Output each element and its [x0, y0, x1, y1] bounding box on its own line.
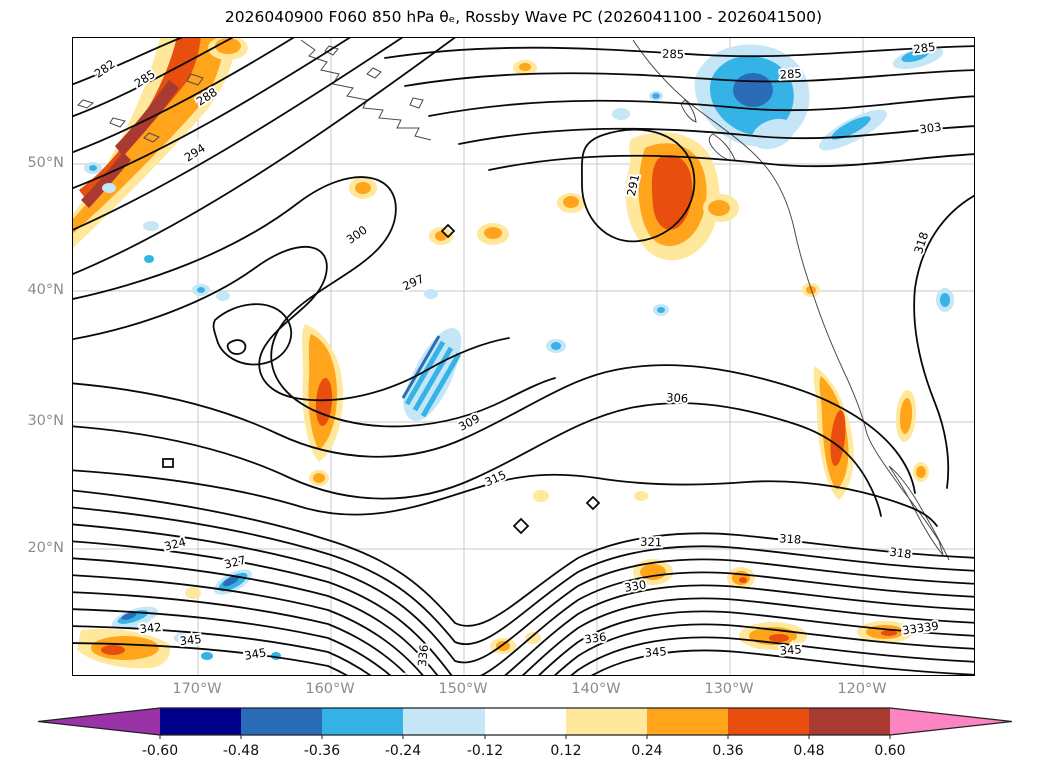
x-tick-label: 170°W	[172, 681, 222, 697]
contour-label: 309	[456, 411, 482, 434]
contour-label: 345	[179, 632, 202, 648]
colorbar-extend-left-arrow	[38, 708, 160, 735]
colorbar-tick-label: -0.36	[304, 743, 340, 759]
x-tick-label: 150°W	[438, 681, 488, 697]
contour-label: 303	[919, 120, 943, 137]
colorbar-segment	[485, 708, 566, 735]
contour-label: 291	[624, 173, 642, 197]
colorbar-segment	[728, 708, 809, 735]
map-plot-area: 282 285 288 294 285 285 285 303 291 300 …	[72, 37, 975, 676]
contour-label: 9	[400, 673, 415, 675]
contour-label: 315	[482, 467, 508, 489]
contour-label: 318	[889, 545, 912, 562]
colorbar-tick-label: -0.24	[385, 743, 421, 759]
colorbar-tick-label: 0.48	[793, 743, 824, 759]
colorbar-extend-right-arrow	[890, 708, 1012, 735]
theta-e-contours	[73, 38, 974, 675]
colorbar-segment	[809, 708, 890, 735]
y-tick-label: 20°N	[27, 540, 64, 556]
colorbar-tick-label: 0.24	[631, 743, 662, 759]
y-tick-label: 30°N	[27, 413, 64, 429]
rossby-pc-shading	[73, 38, 954, 669]
contour-label: 318	[779, 531, 802, 546]
figure-title: 2026040900 F060 850 hPa θₑ, Rossby Wave …	[224, 8, 823, 26]
contour-label: 324	[163, 535, 188, 554]
colorbar-segment	[322, 708, 403, 735]
coastline	[77, 39, 950, 561]
x-tick-label: 140°W	[571, 681, 621, 697]
colorbar-tick-label: -0.48	[223, 743, 259, 759]
contour-label: 318	[911, 230, 931, 255]
contour-label: 33339	[901, 619, 939, 638]
colorbar-tick-label: 0.36	[712, 743, 743, 759]
y-tick-label: 40°N	[27, 282, 64, 298]
contour-label: 345	[779, 642, 802, 657]
contour-label: 342	[139, 620, 162, 636]
contour-label: 306	[666, 390, 689, 405]
contour-label: 321	[640, 535, 662, 550]
contour-label: 294	[182, 141, 208, 165]
x-tick-label: 130°W	[704, 681, 754, 697]
contour-label: 297	[400, 271, 426, 293]
contour-label: 282	[92, 57, 118, 81]
colorbar-tick-label: -0.12	[467, 743, 503, 759]
contour-label: 336	[415, 644, 431, 667]
colorbar-segment	[566, 708, 647, 735]
x-tick-label: 160°W	[305, 681, 355, 697]
x-tick-label: 120°W	[837, 681, 887, 697]
colorbar-segment	[160, 708, 241, 735]
contour-label: 327	[223, 553, 248, 572]
contour-label: 285	[913, 40, 937, 57]
colorbar-ticks	[159, 735, 891, 739]
colorbar-segment	[403, 708, 485, 735]
contour-label: 345	[644, 644, 667, 659]
contour-label: 336	[584, 630, 608, 647]
contour-label: 330	[623, 577, 647, 595]
colorbar: -0.60 -0.48 -0.36 -0.24 -0.12 0.12 0.24 …	[37, 707, 1013, 759]
colorbar-tick-label: 0.12	[550, 743, 581, 759]
contour-label: 300	[344, 223, 370, 247]
contour-label: 345	[243, 645, 267, 663]
y-tick-label: 50°N	[27, 155, 64, 171]
colorbar-segment	[647, 708, 728, 735]
colorbar-tick-label: -0.60	[142, 743, 178, 759]
contour-label: 285	[779, 66, 802, 81]
hatched-negative-patch	[404, 340, 462, 418]
colorbar-segment	[241, 708, 322, 735]
map-canvas: 282 285 288 294 285 285 285 303 291 300 …	[73, 38, 974, 675]
contour-label: 285	[662, 47, 684, 62]
colorbar-tick-label: 0.60	[874, 743, 905, 759]
